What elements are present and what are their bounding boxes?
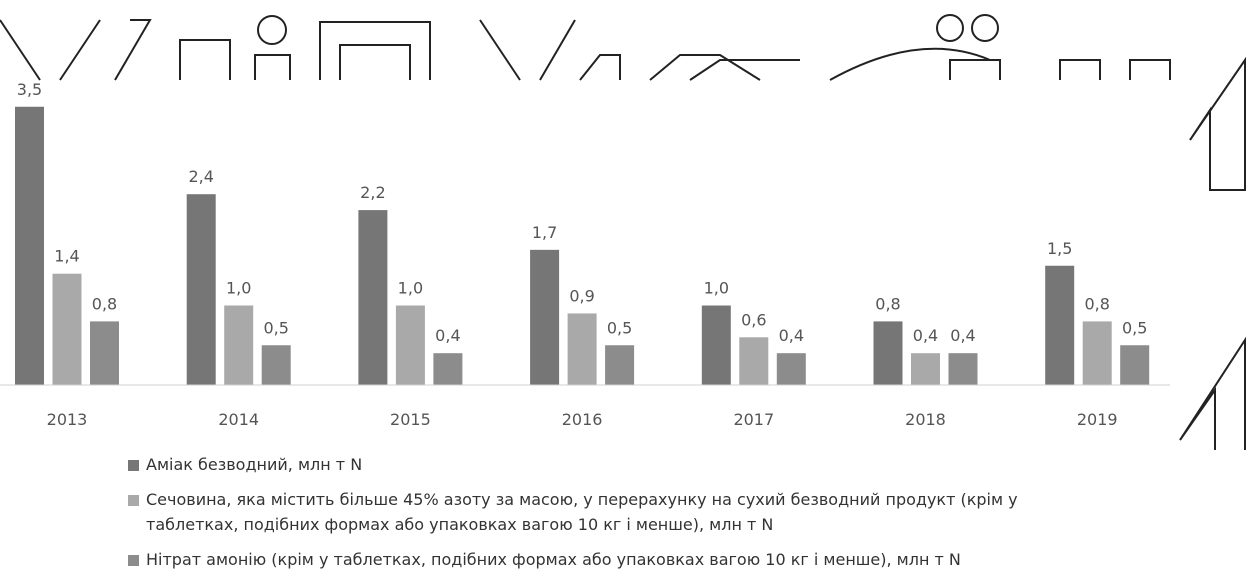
bar (530, 249, 560, 385)
data-label: 1,0 (226, 279, 251, 298)
bar (873, 321, 903, 385)
data-label: 1,4 (54, 247, 79, 266)
bar (433, 353, 463, 385)
data-label: 0,5 (1122, 318, 1147, 337)
bar (358, 210, 388, 385)
legend-label: Нітрат амонію (крім у таблетках, подібни… (146, 550, 961, 569)
data-label: 1,0 (704, 279, 729, 298)
bar (1082, 321, 1112, 385)
data-label: 0,5 (607, 318, 632, 337)
legend-entry: Аміак безводний, млн т N (128, 452, 1108, 477)
chart: 3,5 1,4 0,8 2013 2,4 1,0 0,5 2014 2,2 1,0 0,4 2015 1… (0, 14, 1246, 450)
x-tick-label: 2016 (562, 410, 603, 429)
bar (605, 345, 635, 385)
bar (776, 353, 806, 385)
bar (701, 305, 731, 385)
bar (739, 337, 769, 385)
data-label: 0,8 (875, 294, 900, 313)
x-tick-label: 2013 (47, 410, 88, 429)
bar (52, 273, 82, 385)
bar (948, 353, 978, 385)
data-label: 0,5 (263, 318, 288, 337)
x-tick-label: 2015 (390, 410, 431, 429)
bar (224, 305, 254, 385)
data-label: 3,5 (17, 80, 42, 99)
data-label: 0,4 (779, 326, 804, 345)
bar (261, 345, 291, 385)
x-tick-label: 2014 (218, 410, 259, 429)
legend: Аміак безводний, млн т N Сечовина, яка мі… (128, 452, 1108, 582)
bar (567, 313, 597, 385)
decoration (0, 14, 1246, 450)
data-label: 2,4 (188, 167, 213, 186)
legend-entry: Сечовина, яка містить більше 45% азоту з… (128, 487, 1108, 537)
x-tick-label: 2017 (733, 410, 774, 429)
data-label: 0,4 (913, 326, 938, 345)
data-label: 0,8 (1084, 294, 1109, 313)
bar (15, 106, 44, 385)
legend-swatch (128, 495, 139, 506)
x-tick-label: 2019 (1077, 410, 1118, 429)
legend-entry: Нітрат амонію (крім у таблетках, подібни… (128, 547, 1108, 572)
bar (1120, 345, 1150, 385)
legend-label: Аміак безводний, млн т N (146, 455, 363, 474)
legend-swatch (128, 460, 139, 471)
data-label: 0,4 (435, 326, 460, 345)
data-label: 2,2 (360, 183, 385, 202)
data-label: 0,8 (92, 294, 117, 313)
data-label: 0,9 (569, 286, 594, 305)
legend-label: Сечовина, яка містить більше 45% азоту з… (146, 490, 1018, 534)
data-label: 0,4 (950, 326, 975, 345)
bar (1045, 265, 1075, 385)
bar (395, 305, 425, 385)
data-label: 0,6 (741, 310, 766, 329)
bar (911, 353, 940, 385)
data-label: 1,7 (532, 223, 557, 242)
data-label: 1,5 (1047, 239, 1072, 258)
data-label: 1,0 (398, 279, 423, 298)
x-tick-label: 2018 (905, 410, 946, 429)
bar (186, 194, 216, 385)
bar (90, 321, 119, 385)
legend-swatch (128, 555, 139, 566)
